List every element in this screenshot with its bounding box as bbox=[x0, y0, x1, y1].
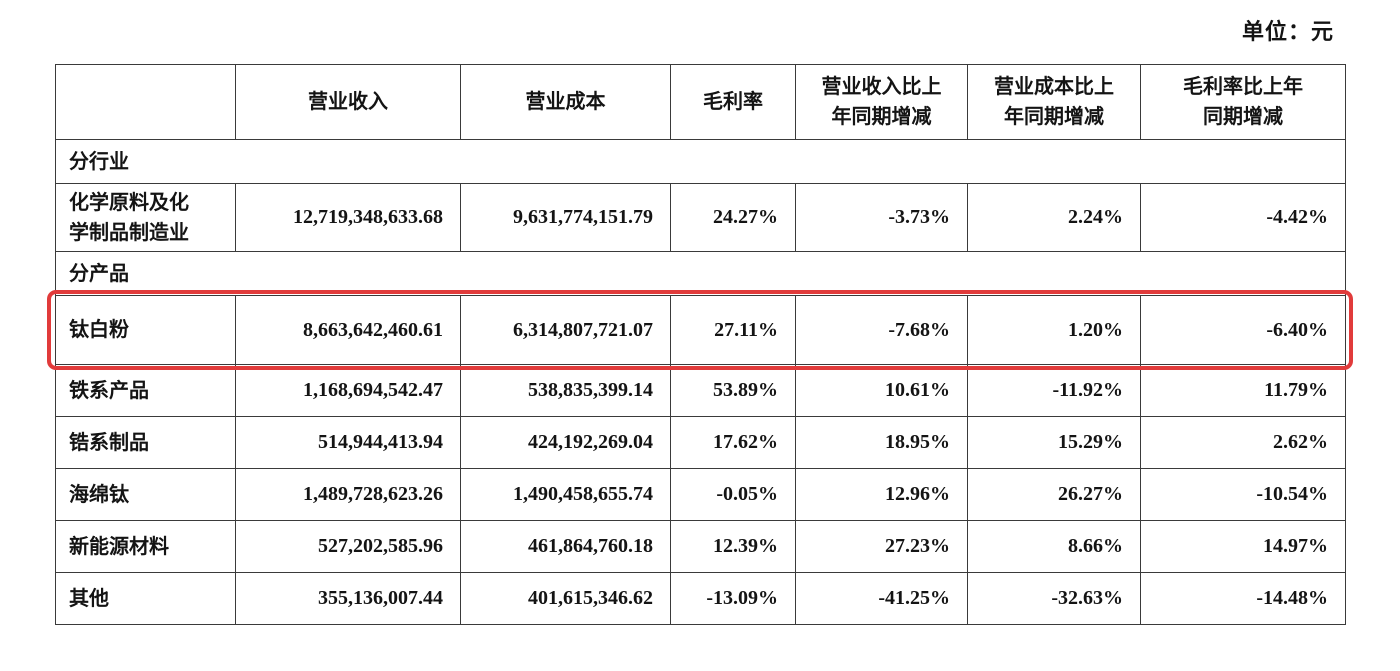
unit-label: 单位：元 bbox=[1241, 19, 1334, 44]
table-row-highlighted: 钛白粉 8,663,642,460.61 6,314,807,721.07 27.11… bbox=[55, 295, 1346, 365]
value-cell: 8.66% bbox=[967, 520, 1141, 573]
row-label: 海绵钛 bbox=[55, 468, 236, 521]
value-cell: 1.20% bbox=[967, 295, 1141, 365]
value-cell: 24.27% bbox=[670, 183, 796, 252]
value-cell: 12,719,348,633.68 bbox=[235, 183, 461, 252]
value-cell: 2.24% bbox=[967, 183, 1141, 252]
value-cell: 8,663,642,460.61 bbox=[235, 295, 461, 365]
value-cell: -13.09% bbox=[670, 572, 796, 625]
value-cell: 15.29% bbox=[967, 416, 1141, 469]
section-row: 分产品 bbox=[55, 251, 1346, 296]
table-row: 海绵钛 1,489,728,623.26 1,490,458,655.74 -0.05… bbox=[55, 468, 1346, 521]
table-row: 铁系产品 1,168,694,542.47 538,835,399.14 53.89%… bbox=[55, 364, 1346, 417]
value-cell: 1,490,458,655.74 bbox=[460, 468, 671, 521]
value-cell: 17.62% bbox=[670, 416, 796, 469]
table-row: 新能源材料 527,202,585.96 461,864,760.18 12.39% 2… bbox=[55, 520, 1346, 573]
table-row: 锆系制品 514,944,413.94 424,192,269.04 17.62% 18… bbox=[55, 416, 1346, 469]
value-cell: 401,615,346.62 bbox=[460, 572, 671, 625]
value-cell: 461,864,760.18 bbox=[460, 520, 671, 573]
value-cell: -7.68% bbox=[795, 295, 968, 365]
value-cell: -14.48% bbox=[1140, 572, 1346, 625]
value-cell: -41.25% bbox=[795, 572, 968, 625]
value-cell: 27.23% bbox=[795, 520, 968, 573]
value-cell: 18.95% bbox=[795, 416, 968, 469]
value-cell: -3.73% bbox=[795, 183, 968, 252]
value-cell: 53.89% bbox=[670, 364, 796, 417]
value-cell: 424,192,269.04 bbox=[460, 416, 671, 469]
value-cell: 355,136,007.44 bbox=[235, 572, 461, 625]
value-cell: 12.96% bbox=[795, 468, 968, 521]
col-header-gross-margin-yoy: 毛利率比上年 同期增减 bbox=[1140, 64, 1346, 140]
value-cell: 27.11% bbox=[670, 295, 796, 365]
financial-table: 营业收入 营业成本 毛利率 营业收入比上 年同期增减 营业成本比上 年同期增减 … bbox=[47, 64, 1353, 625]
value-cell: 9,631,774,151.79 bbox=[460, 183, 671, 252]
table-row: 化学原料及化 学制品制造业 12,719,348,633.68 9,631,774,… bbox=[55, 183, 1346, 252]
row-label: 其他 bbox=[55, 572, 236, 625]
value-cell: 1,168,694,542.47 bbox=[235, 364, 461, 417]
value-cell: 14.97% bbox=[1140, 520, 1346, 573]
value-cell: -11.92% bbox=[967, 364, 1141, 417]
row-label: 锆系制品 bbox=[55, 416, 236, 469]
value-cell: -32.63% bbox=[967, 572, 1141, 625]
section-row: 分行业 bbox=[55, 139, 1346, 184]
value-cell: -0.05% bbox=[670, 468, 796, 521]
row-label: 化学原料及化 学制品制造业 bbox=[55, 183, 236, 252]
value-cell: -6.40% bbox=[1140, 295, 1346, 365]
value-cell: 1,489,728,623.26 bbox=[235, 468, 461, 521]
row-label: 铁系产品 bbox=[55, 364, 236, 417]
value-cell: 10.61% bbox=[795, 364, 968, 417]
section-label: 分行业 bbox=[55, 139, 1346, 184]
row-label: 新能源材料 bbox=[55, 520, 236, 573]
value-cell: 6,314,807,721.07 bbox=[460, 295, 671, 365]
header-row: 营业收入 营业成本 毛利率 营业收入比上 年同期增减 营业成本比上 年同期增减 … bbox=[55, 64, 1346, 140]
value-cell: 2.62% bbox=[1140, 416, 1346, 469]
col-header-gross-margin: 毛利率 bbox=[670, 64, 796, 140]
table-row: 其他 355,136,007.44 401,615,346.62 -13.09% -41… bbox=[55, 572, 1346, 625]
col-header-cost: 营业成本 bbox=[460, 64, 671, 140]
value-cell: 538,835,399.14 bbox=[460, 364, 671, 417]
segment-revenue-table: 营业收入 营业成本 毛利率 营业收入比上 年同期增减 营业成本比上 年同期增减 … bbox=[55, 64, 1346, 625]
col-header-revenue: 营业收入 bbox=[235, 64, 461, 140]
value-cell: -10.54% bbox=[1140, 468, 1346, 521]
value-cell: 527,202,585.96 bbox=[235, 520, 461, 573]
value-cell: -4.42% bbox=[1140, 183, 1346, 252]
section-label: 分产品 bbox=[55, 251, 1346, 296]
row-label: 钛白粉 bbox=[55, 295, 236, 365]
value-cell: 26.27% bbox=[967, 468, 1141, 521]
corner-cell bbox=[55, 64, 236, 140]
col-header-cost-yoy: 营业成本比上 年同期增减 bbox=[967, 64, 1141, 140]
value-cell: 12.39% bbox=[670, 520, 796, 573]
col-header-revenue-yoy: 营业收入比上 年同期增减 bbox=[795, 64, 968, 140]
value-cell: 11.79% bbox=[1140, 364, 1346, 417]
table-body: 分行业 化学原料及化 学制品制造业 12,719,348,633.68 9,631,7… bbox=[55, 139, 1346, 625]
value-cell: 514,944,413.94 bbox=[235, 416, 461, 469]
